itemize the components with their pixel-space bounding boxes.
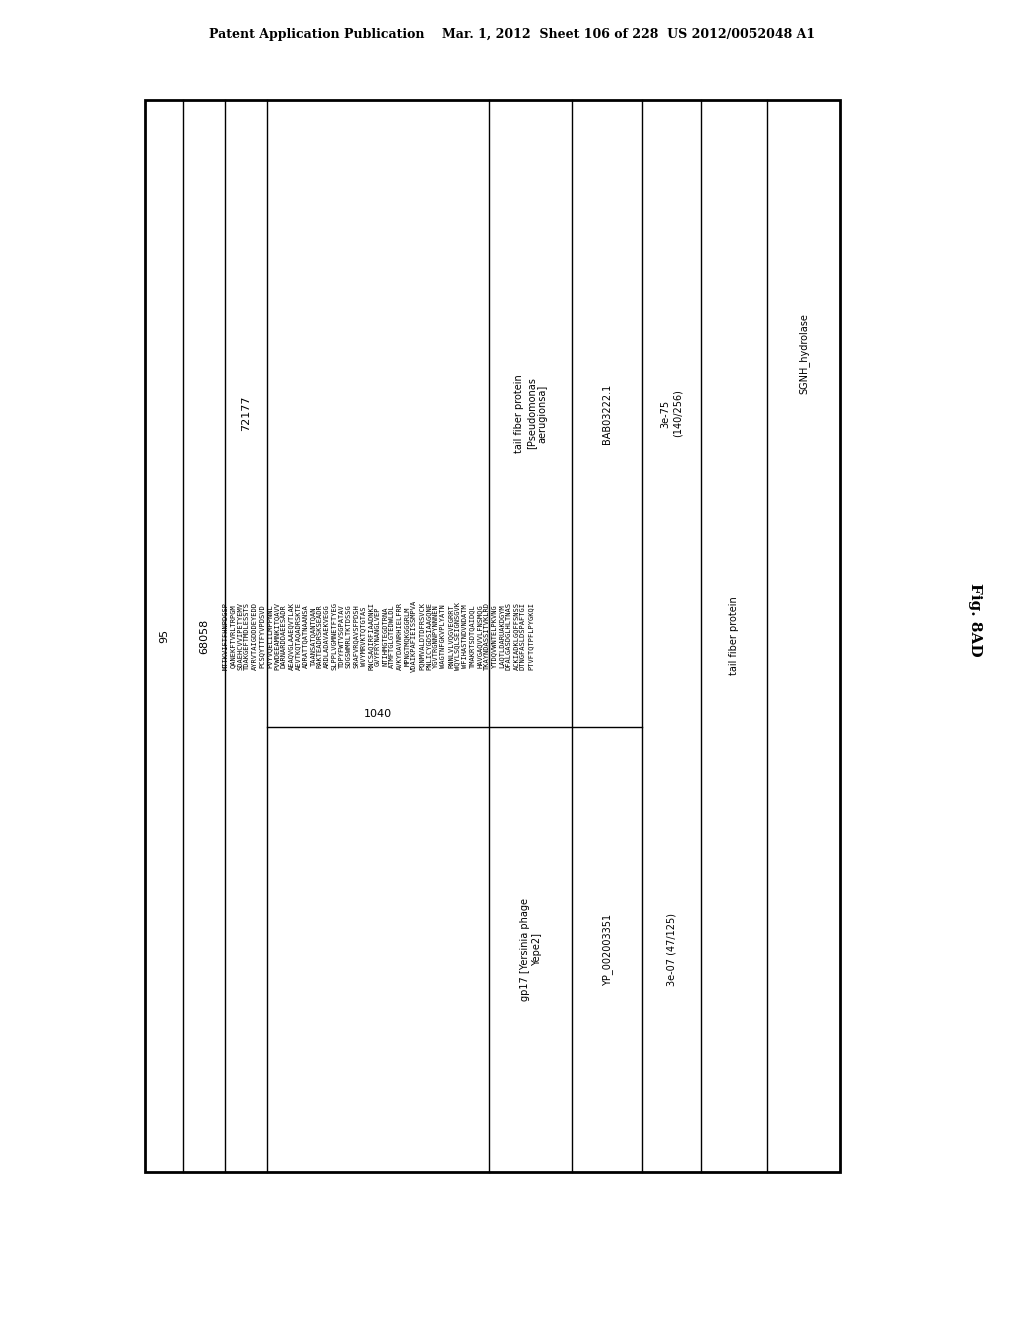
Text: tail fiber protein: tail fiber protein [729,597,739,676]
Text: Patent Application Publication    Mar. 1, 2012  Sheet 106 of 228  US 2012/005204: Patent Application Publication Mar. 1, 2… [209,28,815,41]
Text: tail fiber protein
[Pseudomonas
aerugionsa]: tail fiber protein [Pseudomonas aerugion… [514,374,547,453]
Text: 3e-75
(140/256): 3e-75 (140/256) [660,389,682,437]
Text: 95: 95 [159,628,169,643]
Text: Fig. 8AD: Fig. 8AD [968,583,982,657]
Text: MTTKVIFTFHNPDGSP
QANEKFTVRLTRPGM
SDAEHCVVIPETYEMV
TDAKGEFTMDLESSTS
AYRVTAIGDDDEY: MTTKVIFTFHNPDGSP QANEKFTVRLTRPGM SDAEHCV… [222,599,534,672]
Text: gp17 [Yersinia phage
Yepe2]: gp17 [Yersinia phage Yepe2] [520,898,542,1001]
Text: SGNH_hydrolase: SGNH_hydrolase [798,313,809,393]
Bar [145,100,840,1172]
Text: 1040: 1040 [364,709,392,719]
Text: BAB03222.1: BAB03222.1 [602,383,612,444]
Text: 72177: 72177 [241,396,251,432]
Text: YP_002003351: YP_002003351 [602,913,612,986]
Text: 68058: 68058 [199,618,209,653]
Text: 3e-07 (47/125): 3e-07 (47/125) [667,913,677,986]
